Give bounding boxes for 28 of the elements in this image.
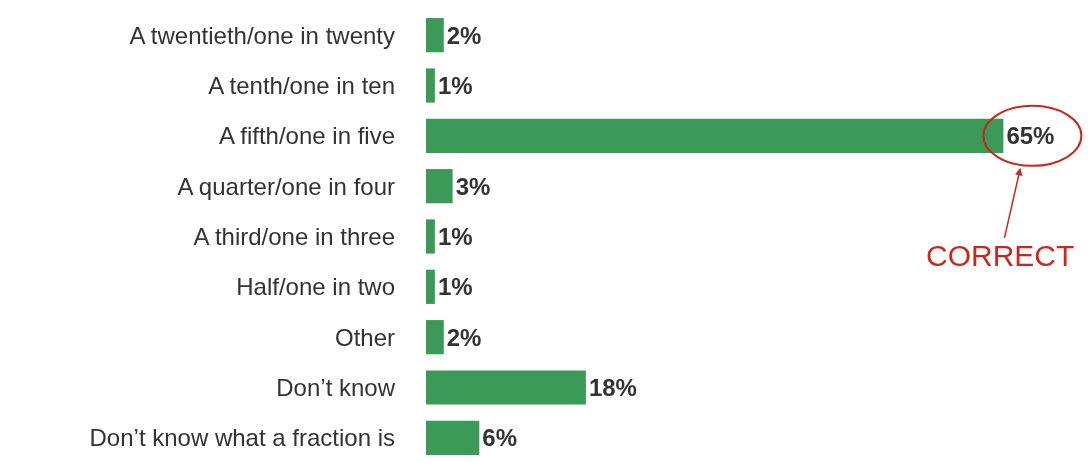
bar xyxy=(426,18,444,53)
data-label: 3% xyxy=(455,172,491,200)
y-tick-label: Don’t know xyxy=(276,373,396,401)
data-label: 1% xyxy=(437,273,473,301)
y-tick-label: A twentieth/one in twenty xyxy=(129,21,395,49)
y-tick-label: A fifth/one in five xyxy=(218,122,395,150)
bar xyxy=(426,320,444,355)
bar xyxy=(426,118,1004,153)
bar xyxy=(426,219,435,254)
annotation: CORRECT xyxy=(926,239,1075,272)
data-label: 6% xyxy=(482,424,517,452)
bar xyxy=(426,370,586,405)
data-label: 2% xyxy=(446,323,482,351)
y-tick-label: Half/one in two xyxy=(236,273,395,301)
y-tick-label: Don’t know what a fraction is xyxy=(89,424,395,452)
y-tick-label: Other xyxy=(334,323,395,351)
y-tick-label: A third/one in three xyxy=(193,222,395,250)
y-tick-label: A tenth/one in ten xyxy=(208,71,395,99)
data-label: 1% xyxy=(437,72,473,99)
data-label: 2% xyxy=(446,21,482,49)
data-label: 18% xyxy=(588,374,637,401)
y-tick-label: A quarter/one in four xyxy=(177,172,395,200)
data-label: 65% xyxy=(1006,122,1055,150)
bar xyxy=(426,68,435,103)
bar xyxy=(426,420,480,455)
data-label: 1% xyxy=(437,223,473,250)
bar xyxy=(426,169,453,204)
bar xyxy=(426,269,435,304)
